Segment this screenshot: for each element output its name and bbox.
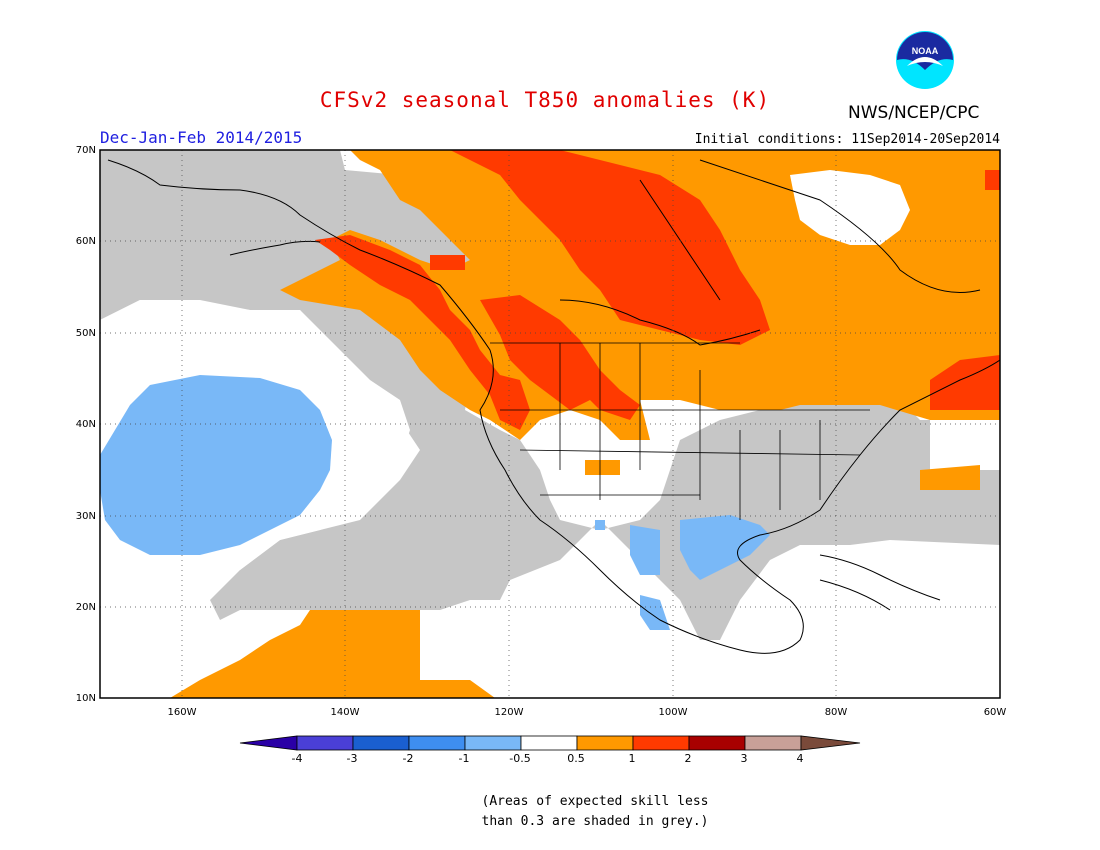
lon-label: 120W	[495, 707, 524, 718]
legend-tick-label: -1	[459, 752, 470, 765]
legend-swatch	[520, 735, 578, 751]
legend-tick-label: 0.5	[567, 752, 585, 765]
legend-tick-label: -2	[403, 752, 414, 765]
legend-tick-label: 3	[741, 752, 748, 765]
map-frame	[99, 149, 1001, 699]
lat-label: 60N	[76, 236, 96, 247]
lat-label: 10N	[76, 693, 96, 704]
lon-label: 140W	[331, 707, 360, 718]
lon-label: 80W	[825, 707, 848, 718]
political-borders	[490, 342, 870, 520]
legend-swatch-high-arrow	[800, 735, 861, 751]
latitude-labels: 70N 60N 50N 40N 30N 20N 10N	[76, 145, 96, 704]
lon-label: 60W	[984, 707, 1007, 718]
legend-tick-label: 1	[629, 752, 636, 765]
legend-tick-label: -0.5	[509, 752, 530, 765]
svg-text:NOAA: NOAA	[912, 46, 939, 56]
graticule	[100, 150, 1000, 698]
legend-swatch	[464, 735, 522, 751]
legend-swatch	[296, 735, 354, 751]
lon-label: 160W	[168, 707, 197, 718]
legend-tick-label: -3	[347, 752, 358, 765]
lat-label: 40N	[76, 419, 96, 430]
lat-label: 30N	[76, 511, 96, 522]
lon-label: 100W	[659, 707, 688, 718]
coastlines	[107, 159, 1000, 654]
color-bar-swatches	[239, 735, 861, 751]
lat-label: 70N	[76, 145, 96, 156]
anomaly-blue-areas	[100, 375, 770, 630]
legend-swatch-low-arrow	[239, 735, 298, 751]
legend-swatch	[576, 735, 634, 751]
legend-tick-label: 4	[797, 752, 804, 765]
legend-swatch	[408, 735, 466, 751]
legend-swatch	[688, 735, 746, 751]
legend-tick-label: 2	[685, 752, 692, 765]
legend-tick-label: -4	[292, 752, 303, 765]
noaa-logo: NOAA	[896, 31, 954, 89]
color-bar-labels: -4 -3 -2 -1 -0.5 0.5 1 2 3 4	[292, 752, 804, 765]
skill-note-line2: than 0.3 are shaded in grey.)	[481, 814, 709, 829]
longitude-labels: 160W 140W 120W 100W 80W 60W	[168, 707, 1007, 718]
legend-swatch	[744, 735, 802, 751]
skill-note: (Areas of expected skill less than 0.3 a…	[0, 792, 1100, 832]
lat-label: 50N	[76, 328, 96, 339]
season-label: Dec-Jan-Feb 2014/2015	[100, 128, 303, 147]
map-title: CFSv2 seasonal T850 anomalies (K)	[319, 88, 771, 112]
agency-label: NWS/NCEP/CPC	[848, 103, 980, 123]
near-zero-baffin-area	[790, 170, 910, 245]
legend-swatch	[632, 735, 690, 751]
legend-swatch	[352, 735, 410, 751]
lat-label: 20N	[76, 602, 96, 613]
skill-note-line1: (Areas of expected skill less	[481, 794, 709, 809]
initial-conditions-label: Initial conditions: 11Sep2014-20Sep2014	[694, 132, 1000, 147]
